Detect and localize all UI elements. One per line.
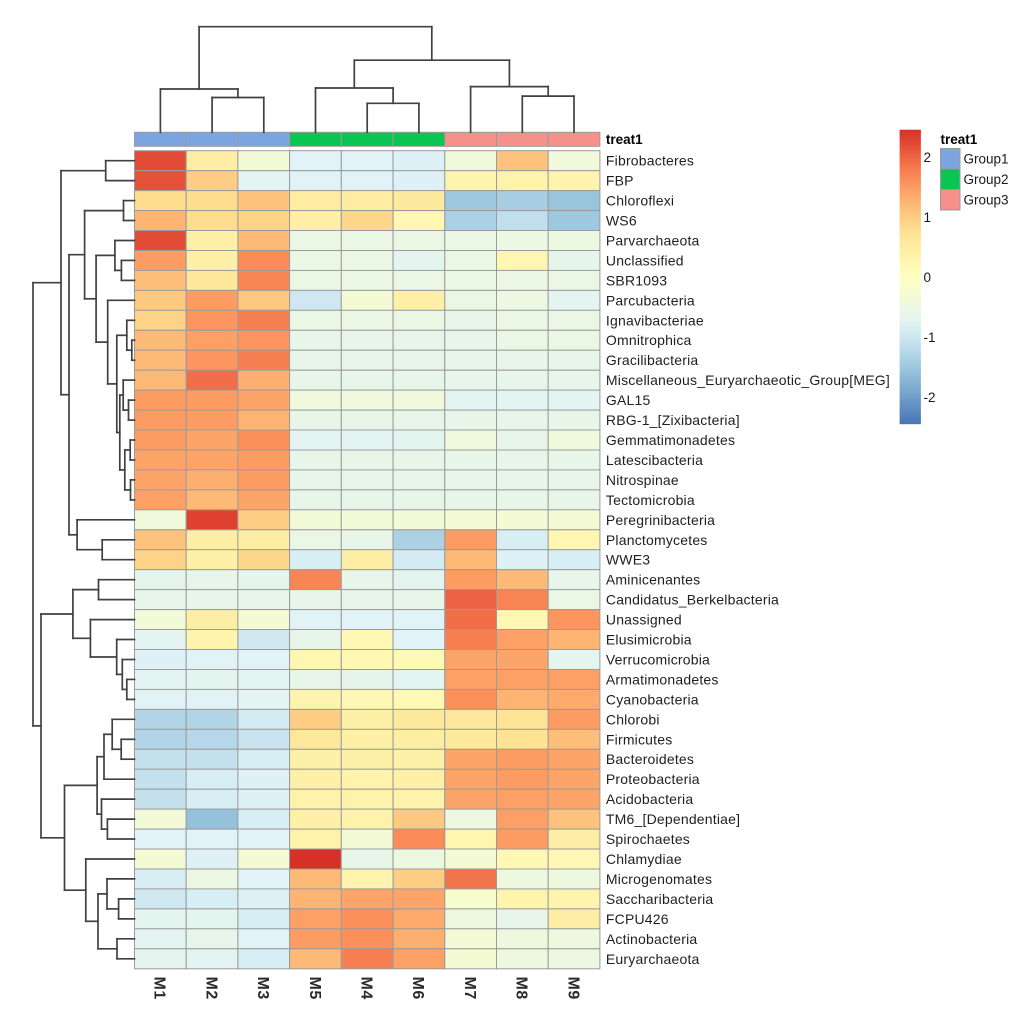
svg-text:Euryarchaeota: Euryarchaeota <box>606 951 700 967</box>
svg-text:Parcubacteria: Parcubacteria <box>606 292 695 308</box>
svg-text:Aminicenantes: Aminicenantes <box>606 572 700 588</box>
svg-text:Proteobacteria: Proteobacteria <box>606 771 700 787</box>
svg-text:Spirochaetes: Spirochaetes <box>606 831 690 847</box>
svg-text:Firmicutes: Firmicutes <box>606 731 673 747</box>
svg-text:SBR1093: SBR1093 <box>606 272 667 288</box>
svg-text:M9: M9 <box>564 977 581 1000</box>
svg-text:-2: -2 <box>924 390 936 405</box>
svg-text:Candidatus_Berkelbacteria: Candidatus_Berkelbacteria <box>606 592 779 608</box>
svg-text:Actinobacteria: Actinobacteria <box>606 931 698 947</box>
svg-text:Verrucomicrobia: Verrucomicrobia <box>606 652 710 668</box>
svg-text:Fibrobacteres: Fibrobacteres <box>606 153 694 169</box>
svg-text:Chlamydiae: Chlamydiae <box>606 851 682 867</box>
svg-text:Bacteroidetes: Bacteroidetes <box>606 751 694 767</box>
svg-text:Cyanobacteria: Cyanobacteria <box>606 691 699 707</box>
svg-text:Saccharibacteria: Saccharibacteria <box>606 891 713 907</box>
svg-text:2: 2 <box>924 150 932 165</box>
svg-text:M6: M6 <box>409 977 426 1000</box>
svg-text:FBP: FBP <box>606 173 634 189</box>
svg-text:M7: M7 <box>461 977 478 1000</box>
svg-text:0: 0 <box>924 270 932 285</box>
svg-text:M4: M4 <box>358 977 375 1000</box>
svg-text:GAL15: GAL15 <box>606 392 651 408</box>
svg-text:Acidobacteria: Acidobacteria <box>606 791 693 807</box>
svg-text:Chlorobi: Chlorobi <box>606 711 660 727</box>
svg-text:Omnitrophica: Omnitrophica <box>606 332 692 348</box>
svg-text:Gemmatimonadetes: Gemmatimonadetes <box>606 432 735 448</box>
svg-text:M1: M1 <box>151 977 168 1000</box>
svg-text:1: 1 <box>924 210 932 225</box>
svg-text:-1: -1 <box>924 330 936 345</box>
svg-text:M3: M3 <box>254 977 271 1000</box>
svg-text:Latescibacteria: Latescibacteria <box>606 452 703 468</box>
svg-text:Planctomycetes: Planctomycetes <box>606 532 708 548</box>
svg-text:Group2: Group2 <box>964 172 1009 187</box>
svg-text:M8: M8 <box>513 977 530 1000</box>
svg-text:Miscellaneous_Euryarchaeotic_G: Miscellaneous_Euryarchaeotic_Group[MEG] <box>606 372 890 388</box>
svg-text:Elusimicrobia: Elusimicrobia <box>606 632 692 648</box>
svg-text:Nitrospinae: Nitrospinae <box>606 472 679 488</box>
svg-text:treat1: treat1 <box>606 132 643 147</box>
svg-text:RBG-1_[Zixibacteria]: RBG-1_[Zixibacteria] <box>606 412 740 428</box>
svg-text:Ignavibacteriae: Ignavibacteriae <box>606 312 704 328</box>
svg-text:M2: M2 <box>202 977 219 1000</box>
svg-text:Gracilibacteria: Gracilibacteria <box>606 352 698 368</box>
svg-text:M5: M5 <box>306 977 323 1000</box>
svg-text:Unclassified: Unclassified <box>606 252 684 268</box>
svg-text:Microgenomates: Microgenomates <box>606 871 712 887</box>
svg-text:Armatimonadetes: Armatimonadetes <box>606 671 719 687</box>
svg-text:WS6: WS6 <box>606 213 637 229</box>
svg-text:TM6_[Dependentiae]: TM6_[Dependentiae] <box>606 811 740 827</box>
svg-text:Group3: Group3 <box>964 193 1009 208</box>
svg-text:Chloroflexi: Chloroflexi <box>606 193 674 209</box>
svg-text:Group1: Group1 <box>964 152 1009 167</box>
svg-text:Unassigned: Unassigned <box>606 612 682 628</box>
svg-text:WWE3: WWE3 <box>606 552 650 568</box>
svg-text:FCPU426: FCPU426 <box>606 911 669 927</box>
svg-text:Peregrinibacteria: Peregrinibacteria <box>606 512 715 528</box>
svg-text:treat1: treat1 <box>941 132 978 147</box>
svg-text:Parvarchaeota: Parvarchaeota <box>606 233 700 249</box>
svg-text:Tectomicrobia: Tectomicrobia <box>606 492 695 508</box>
